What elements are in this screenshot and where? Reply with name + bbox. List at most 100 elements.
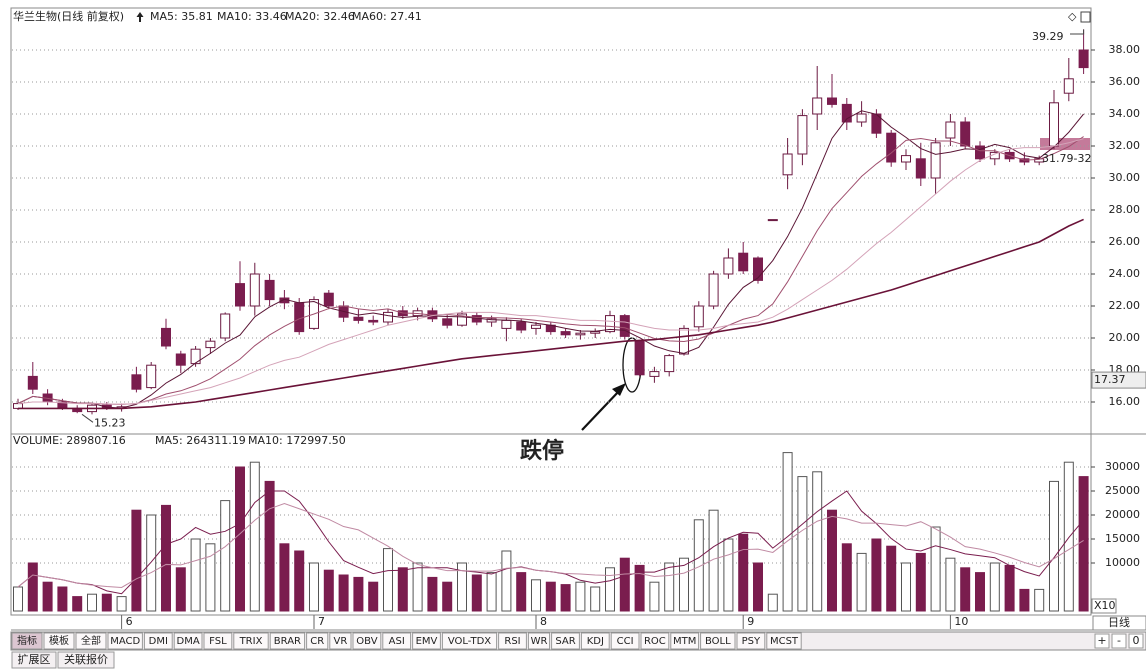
tab[interactable] (306, 632, 329, 650)
volume-ma-line (17, 502, 1084, 588)
zoom-label: 0 (1133, 634, 1140, 647)
candle-body (693, 305, 704, 328)
tab-label: SAR (555, 636, 575, 647)
y-tick-label: 28.00 (1109, 203, 1141, 216)
candle-body (797, 115, 808, 155)
annotation-pointer (1070, 29, 1085, 35)
annotation-range: 31.79-32 (1042, 152, 1091, 165)
candle-body (190, 348, 201, 365)
x-tick-label: 7 (318, 615, 325, 628)
candle-body (753, 257, 763, 281)
y-tick-label: 10000 (1105, 556, 1140, 569)
volume-bar (886, 545, 897, 612)
volume-bar (309, 562, 319, 612)
candle-body (915, 158, 926, 179)
volume-bar (649, 581, 660, 612)
volume-bar (338, 574, 349, 612)
tab[interactable] (580, 632, 610, 650)
candle-body (708, 273, 719, 307)
tab[interactable] (640, 632, 670, 650)
bottom-tab[interactable] (11, 651, 57, 669)
tab-label: EMV (416, 636, 438, 647)
tab[interactable] (441, 632, 498, 650)
volume-bar (753, 562, 763, 612)
zoom-button[interactable] (1094, 633, 1110, 649)
volume-bar (235, 466, 245, 612)
candle-body (619, 315, 630, 337)
volume-bar (812, 471, 823, 612)
candle-body (27, 375, 38, 390)
tab[interactable] (610, 632, 640, 650)
current-price: 17.37 (1094, 373, 1126, 386)
annotation-pointer (81, 413, 94, 423)
bottom-tab[interactable] (57, 651, 115, 669)
period-box (1092, 615, 1146, 631)
tab[interactable] (498, 632, 527, 650)
volume-bar (545, 581, 556, 612)
unit-box (1091, 598, 1117, 614)
tab[interactable] (143, 632, 173, 650)
volume-bar (72, 596, 83, 612)
y-tick-label: 34.00 (1109, 107, 1141, 120)
tab[interactable] (173, 632, 203, 650)
candle-body (323, 292, 334, 307)
volume-bar (930, 526, 941, 612)
volume-bar (146, 514, 157, 612)
volume-bar (175, 567, 186, 612)
volume-bar (279, 543, 290, 612)
tab[interactable] (766, 632, 802, 650)
volume-bar (412, 562, 423, 612)
volume-bar (205, 543, 216, 612)
tab[interactable] (329, 632, 352, 650)
volume-bar (915, 552, 926, 612)
tab[interactable] (527, 632, 551, 650)
candle-body (767, 219, 778, 222)
tab[interactable] (352, 632, 382, 650)
legend-label: MA5: 35.81 (150, 10, 213, 23)
zoom-button[interactable] (1111, 633, 1127, 649)
candle-body (649, 371, 660, 377)
volume-bar (442, 581, 453, 612)
tab[interactable] (382, 632, 412, 650)
tab-label: DMI (149, 636, 168, 647)
candle-body (353, 316, 364, 321)
tab-label: ROC (644, 636, 666, 647)
callout-arrowhead (612, 383, 626, 396)
ma-line (17, 136, 1084, 405)
tab[interactable] (43, 632, 75, 650)
candle-body (146, 364, 157, 389)
tab[interactable] (107, 632, 143, 650)
volume-bar (264, 480, 275, 612)
y-tick-label: 26.00 (1109, 235, 1141, 248)
x-tick-label: 9 (747, 615, 754, 628)
volume-bar (368, 581, 379, 612)
unit-label: X10 (1094, 599, 1116, 612)
tab[interactable] (736, 632, 766, 650)
bottom-tab-label: 扩展区 (18, 652, 51, 666)
candle-body (531, 324, 541, 329)
candle-body (249, 273, 260, 307)
tab-label: FSL (209, 636, 227, 647)
legend-label: MA60: 27.41 (352, 10, 422, 23)
tab[interactable] (670, 632, 700, 650)
tab[interactable] (412, 632, 441, 650)
window-icon (1080, 11, 1091, 23)
y-tick-label: 30000 (1105, 460, 1140, 473)
tab[interactable] (75, 632, 107, 650)
tab[interactable] (11, 632, 43, 650)
candle-body (886, 132, 897, 163)
volume-bar (708, 509, 719, 612)
tab[interactable] (700, 632, 736, 650)
tab[interactable] (233, 632, 269, 650)
tab[interactable] (269, 632, 306, 650)
tab[interactable] (203, 632, 233, 650)
tab[interactable] (551, 632, 580, 650)
candle-body (975, 145, 985, 160)
zoom-button[interactable] (1128, 633, 1144, 649)
candle-body (383, 311, 393, 323)
volume-bar (57, 586, 68, 612)
volume-bar (679, 557, 689, 612)
volume-bar (161, 504, 171, 612)
y-tick-label: 24.00 (1109, 267, 1141, 280)
volume-bar (634, 564, 645, 612)
